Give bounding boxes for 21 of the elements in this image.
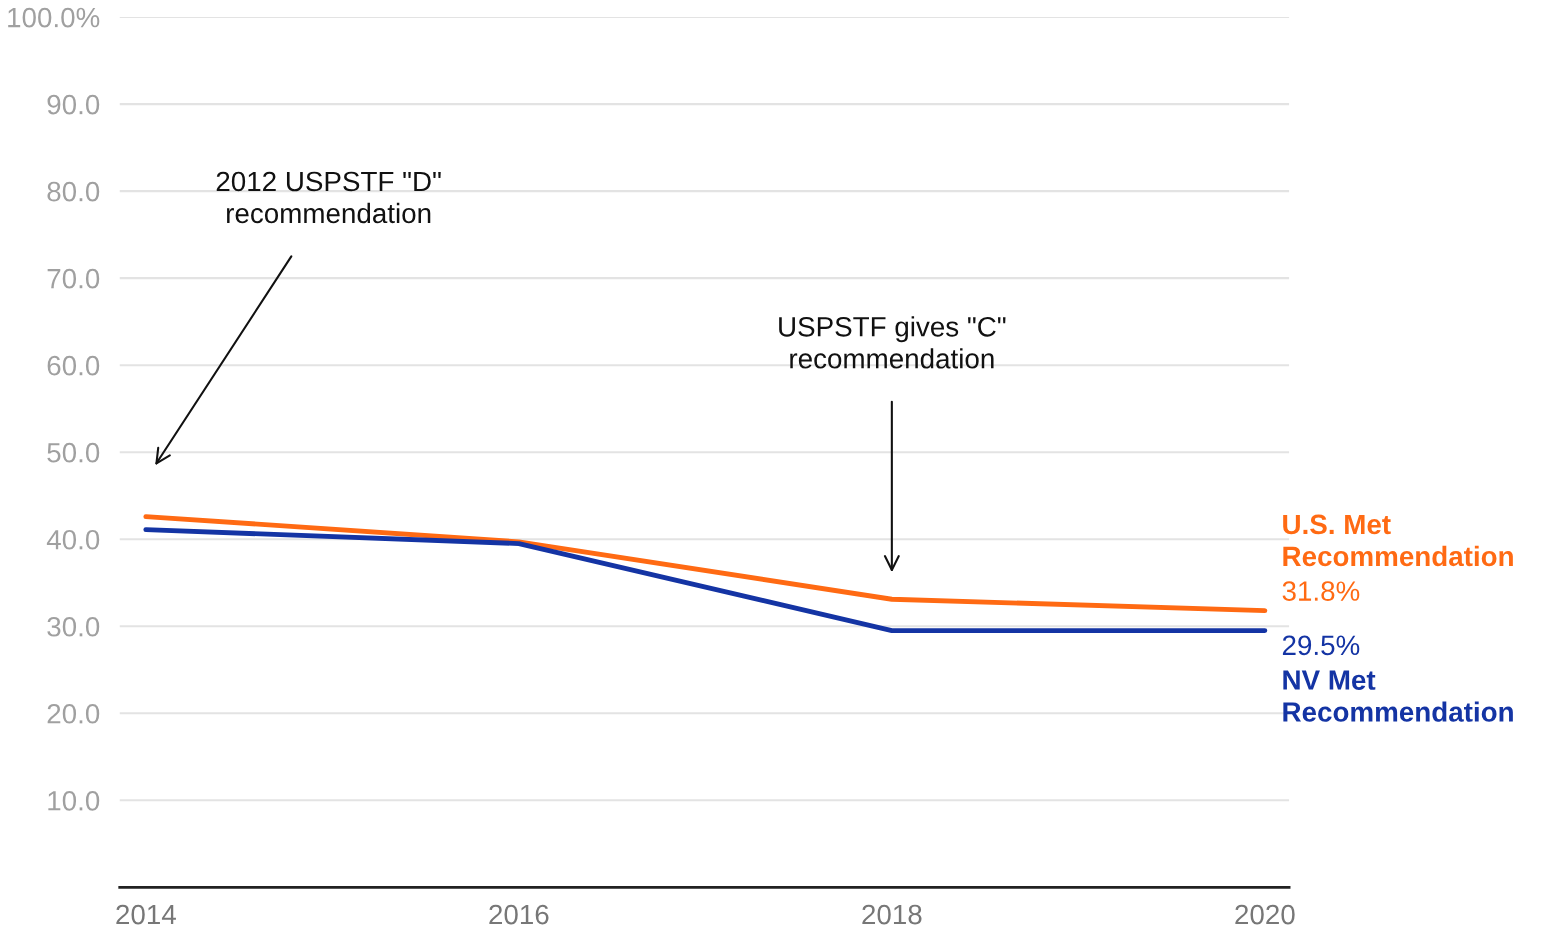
annotation: 2012 USPSTF "D" recommendation [216, 171, 441, 224]
y-tick-label: 90.0 [47, 94, 100, 115]
y-tick-label: 10.0 [48, 790, 100, 811]
x-tick-label: 2020 [1235, 904, 1295, 925]
y-tick-label: 30.0 [47, 616, 100, 637]
series-label: U.S. Met Recommendation [1283, 514, 1513, 567]
y-tick-label: 80.0 [47, 181, 100, 202]
y-tick-label: 100.0% [8, 7, 100, 28]
annotation: USPSTF gives "C" recommendation [779, 316, 1006, 369]
x-tick-label: 2016 [489, 904, 549, 925]
series-label: NV Met Recommendation [1283, 670, 1513, 722]
y-tick-label: 40.0 [46, 529, 100, 550]
x-tick-label: 2018 [862, 904, 922, 925]
y-tick-label: 70.0 [47, 268, 100, 289]
y-tick-label: 50.0 [47, 442, 100, 463]
y-tick-label: 20.0 [47, 703, 100, 724]
data-label: 29.5% [1282, 635, 1360, 656]
y-tick-label: 60.0 [47, 355, 100, 376]
data-label: 31.8% [1282, 581, 1360, 601]
line-series [143, 514, 1268, 614]
x-tick-label: 2014 [116, 904, 176, 925]
